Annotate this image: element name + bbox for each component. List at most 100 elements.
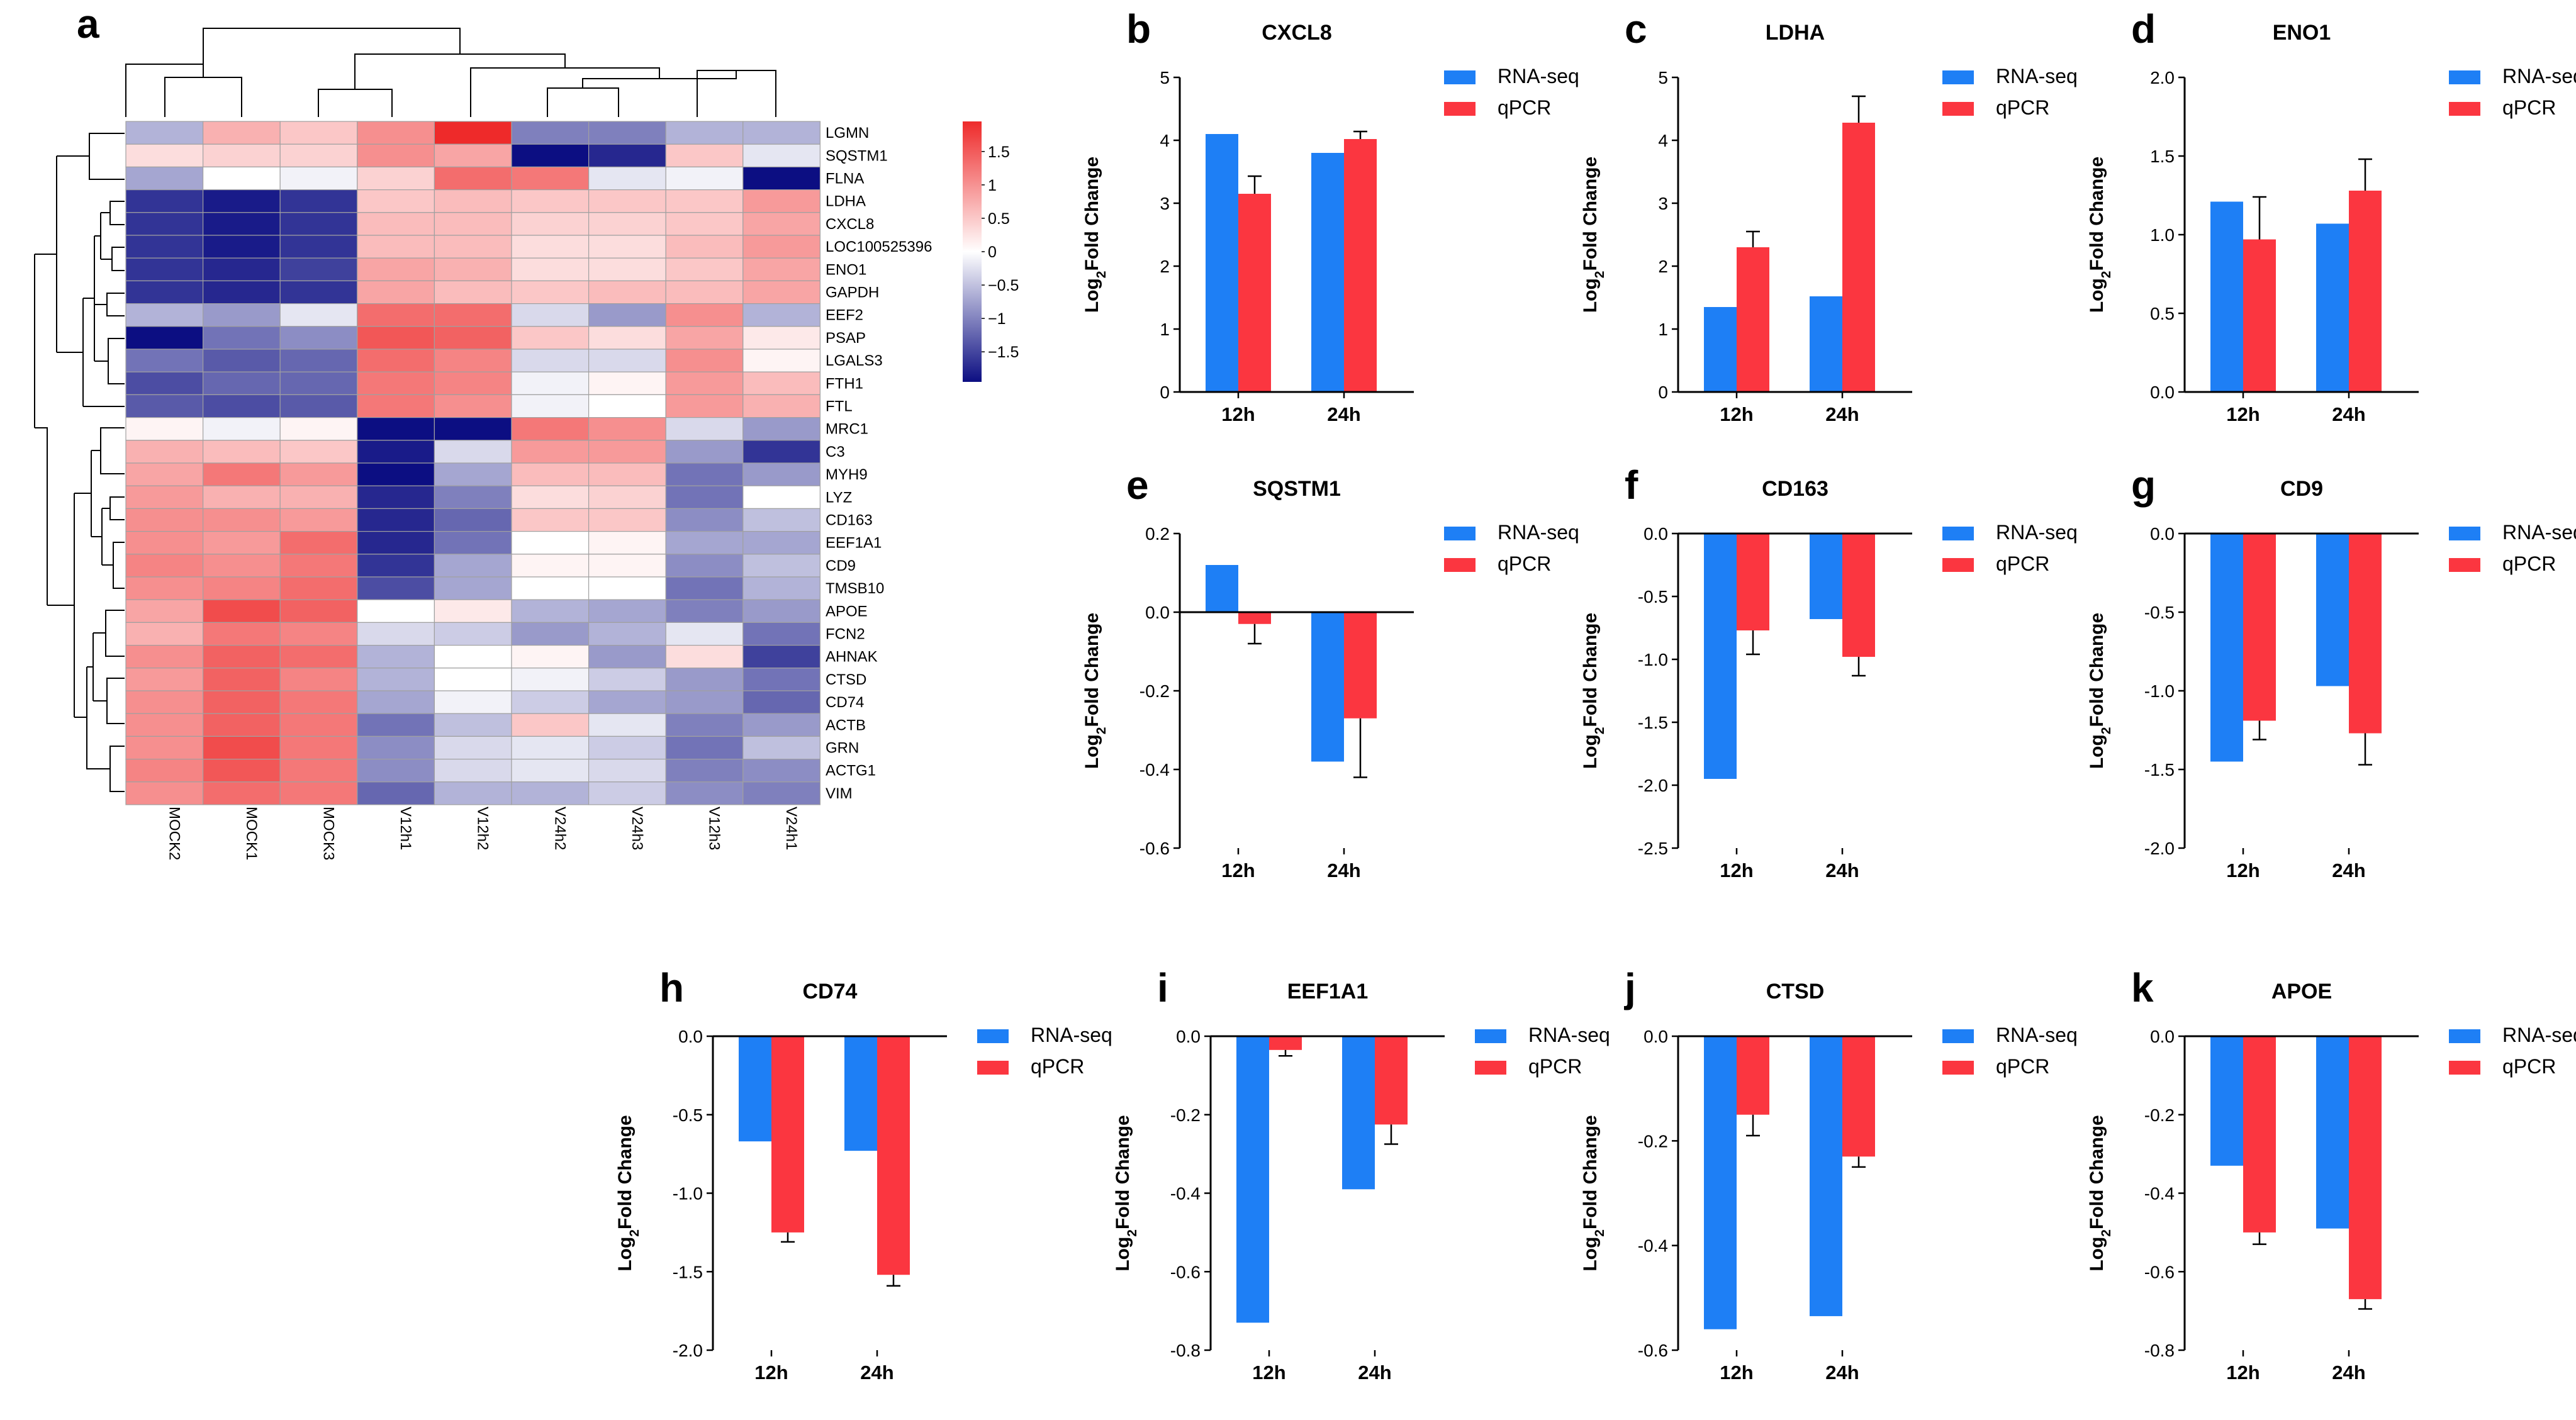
heat-cell — [665, 758, 744, 783]
heat-cell — [125, 371, 204, 396]
gene-label: AHNAK — [826, 649, 878, 666]
heat-cell — [665, 599, 744, 623]
heat-cell — [742, 394, 821, 418]
legend-label-qpcr: qPCR — [1996, 1055, 2049, 1078]
legend-label-rna-seq: RNA-seq — [2502, 1024, 2576, 1046]
y-axis-label: Log2Fold Change — [1580, 157, 1607, 313]
legend-label-qpcr: qPCR — [2502, 1055, 2556, 1078]
y-tick-label: -1.5 — [2144, 760, 2175, 780]
heat-cell — [125, 735, 204, 760]
heat-cell — [125, 644, 204, 669]
chart-panel-j: j CTSD Log2Fold Change 12h 24h 0.0 -0.2 -0.4 -0.… — [1580, 965, 2078, 1384]
heat-cell — [357, 326, 435, 350]
y-tick-label: -1.0 — [1638, 650, 1668, 669]
heat-cell — [588, 280, 666, 305]
y-axis-label: Log2Fold Change — [2086, 1115, 2114, 1271]
heat-cell — [203, 554, 281, 578]
y-tick-label: -0.5 — [673, 1105, 703, 1125]
heat-cell — [357, 508, 435, 532]
heat-cell — [125, 189, 204, 213]
y-tick-label: -2.0 — [2144, 839, 2175, 858]
heat-cell — [279, 530, 358, 555]
heat-cell — [742, 303, 821, 327]
legend-label-rna-seq: RNA-seq — [2502, 65, 2576, 87]
y-tick-label: -0.4 — [1170, 1184, 1201, 1204]
heatmap-cells — [125, 121, 821, 805]
bar-qpcr — [2349, 534, 2382, 734]
heat-cell — [588, 758, 666, 783]
heatmap-panel: a LGMN SQSTM1 FLNA LDHA CXCL8 LOC100525396 ENO… — [34, 1, 1019, 860]
heat-cell — [588, 554, 666, 578]
heat-cell — [742, 371, 821, 396]
y-axis-label-subscript: 2 — [627, 1229, 642, 1237]
heat-cell — [588, 326, 666, 350]
gene-label: EEF1A1 — [826, 535, 882, 552]
gene-label: CTSD — [826, 671, 866, 688]
legend-label-rna-seq: RNA-seq — [1498, 521, 1579, 544]
y-tick-label: 4 — [1658, 131, 1668, 150]
sample-label: MOCK2 — [165, 807, 182, 860]
y-axis-label-subscript: 2 — [1094, 727, 1109, 734]
panel-letter-c: c — [1625, 6, 1647, 52]
y-axis-label: Log2Fold Change — [1580, 1115, 1607, 1271]
heat-cell — [511, 668, 590, 691]
heat-cell — [203, 280, 281, 305]
heat-cell — [588, 462, 666, 486]
heat-cell — [588, 440, 666, 464]
heat-cell — [434, 576, 512, 600]
column-dendrogram — [125, 28, 776, 117]
legend-swatch-qpcr — [1444, 102, 1476, 116]
legend-swatch-qpcr — [1444, 558, 1476, 572]
chart-title: SQSTM1 — [1253, 477, 1341, 501]
y-axis-label: Log2Fold Change — [1082, 613, 1109, 769]
heat-cell — [357, 622, 435, 646]
legend-label-rna-seq: RNA-seq — [2502, 521, 2576, 544]
legend-label-rna-seq: RNA-seq — [1996, 1024, 2078, 1046]
bar-rna-seq — [1810, 1036, 1842, 1316]
heat-cell — [434, 326, 512, 350]
sample-labels: MOCK2 MOCK1 MOCK3 V12h1 V12h2 V24h2 V24h3 V12h3… — [165, 807, 800, 860]
panel-letter-k: k — [2131, 965, 2154, 1010]
legend-swatch-rna-seq — [1942, 527, 1974, 540]
y-axis-label-part: Log — [1082, 734, 1102, 769]
heat-cell — [203, 485, 281, 510]
heat-cell — [279, 416, 358, 441]
sample-label: V24h3 — [629, 807, 646, 850]
heat-cell — [279, 576, 358, 600]
gene-labels: LGMN SQSTM1 FLNA LDHA CXCL8 LOC100525396 ENO1 G… — [826, 125, 932, 802]
legend-label-rna-seq: RNA-seq — [1498, 65, 1579, 87]
sample-label: V12h2 — [474, 807, 491, 850]
y-tick-label: -0.2 — [1638, 1131, 1668, 1151]
category-label: 12h — [754, 1361, 788, 1384]
heat-cell — [665, 143, 744, 167]
heat-cell — [279, 326, 358, 350]
y-axis-label: Log2Fold Change — [1112, 1115, 1140, 1271]
heat-cell — [203, 166, 281, 191]
y-axis-label-subscript: 2 — [1094, 271, 1109, 278]
gene-label: MRC1 — [826, 421, 868, 438]
heat-cell — [742, 143, 821, 167]
y-tick-label: -2.0 — [673, 1341, 703, 1360]
heat-cell — [665, 212, 744, 236]
heat-cell — [279, 143, 358, 167]
heat-cell — [665, 416, 744, 441]
panel-letter-a: a — [77, 1, 99, 47]
gene-label: ENO1 — [826, 261, 866, 278]
heat-cell — [357, 212, 435, 236]
y-tick-label: 0.5 — [2150, 304, 2175, 323]
heat-cell — [279, 394, 358, 418]
y-tick-label: -0.6 — [1638, 1341, 1668, 1360]
chart-title: LDHA — [1766, 21, 1825, 45]
heat-cell — [742, 781, 821, 805]
heat-cell — [511, 485, 590, 510]
heat-cell — [434, 599, 512, 623]
heat-cell — [742, 576, 821, 600]
heat-cell — [357, 644, 435, 669]
heat-cell — [279, 235, 358, 259]
heat-cell — [434, 394, 512, 418]
sample-label: V12h3 — [706, 807, 723, 850]
heat-cell — [357, 668, 435, 691]
legend-label-qpcr: qPCR — [1996, 96, 2049, 119]
heat-cell — [125, 280, 204, 305]
